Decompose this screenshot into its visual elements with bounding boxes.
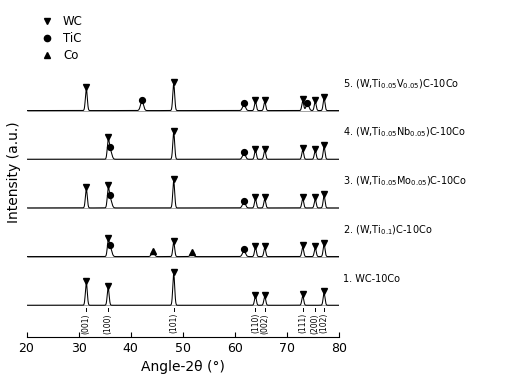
- Text: (100): (100): [104, 313, 113, 334]
- Text: (101): (101): [169, 313, 178, 333]
- Text: (102): (102): [319, 313, 329, 333]
- X-axis label: Angle-2θ (°): Angle-2θ (°): [141, 360, 225, 374]
- Text: (001): (001): [82, 313, 91, 334]
- Text: 1. WC-10Co: 1. WC-10Co: [343, 274, 400, 283]
- Text: 2. (W,Ti$_{0.1}$)C-10Co: 2. (W,Ti$_{0.1}$)C-10Co: [343, 223, 432, 237]
- Y-axis label: Intensity (a.u.): Intensity (a.u.): [7, 121, 21, 223]
- Text: 5. (W,Ti$_{0.05}$V$_{0.05}$)C-10Co: 5. (W,Ti$_{0.05}$V$_{0.05}$)C-10Co: [343, 77, 459, 91]
- Legend: WC, TiC, Co: WC, TiC, Co: [32, 13, 85, 65]
- Text: (200): (200): [311, 313, 320, 334]
- Text: 4. (W,Ti$_{0.05}$Nb$_{0.05}$)C-10Co: 4. (W,Ti$_{0.05}$Nb$_{0.05}$)C-10Co: [343, 126, 466, 139]
- Text: 3. (W,Ti$_{0.05}$Mo$_{0.05}$)C-10Co: 3. (W,Ti$_{0.05}$Mo$_{0.05}$)C-10Co: [343, 174, 467, 188]
- Text: (111): (111): [298, 313, 307, 333]
- Text: (110): (110): [251, 313, 260, 333]
- Text: (002): (002): [260, 313, 269, 334]
